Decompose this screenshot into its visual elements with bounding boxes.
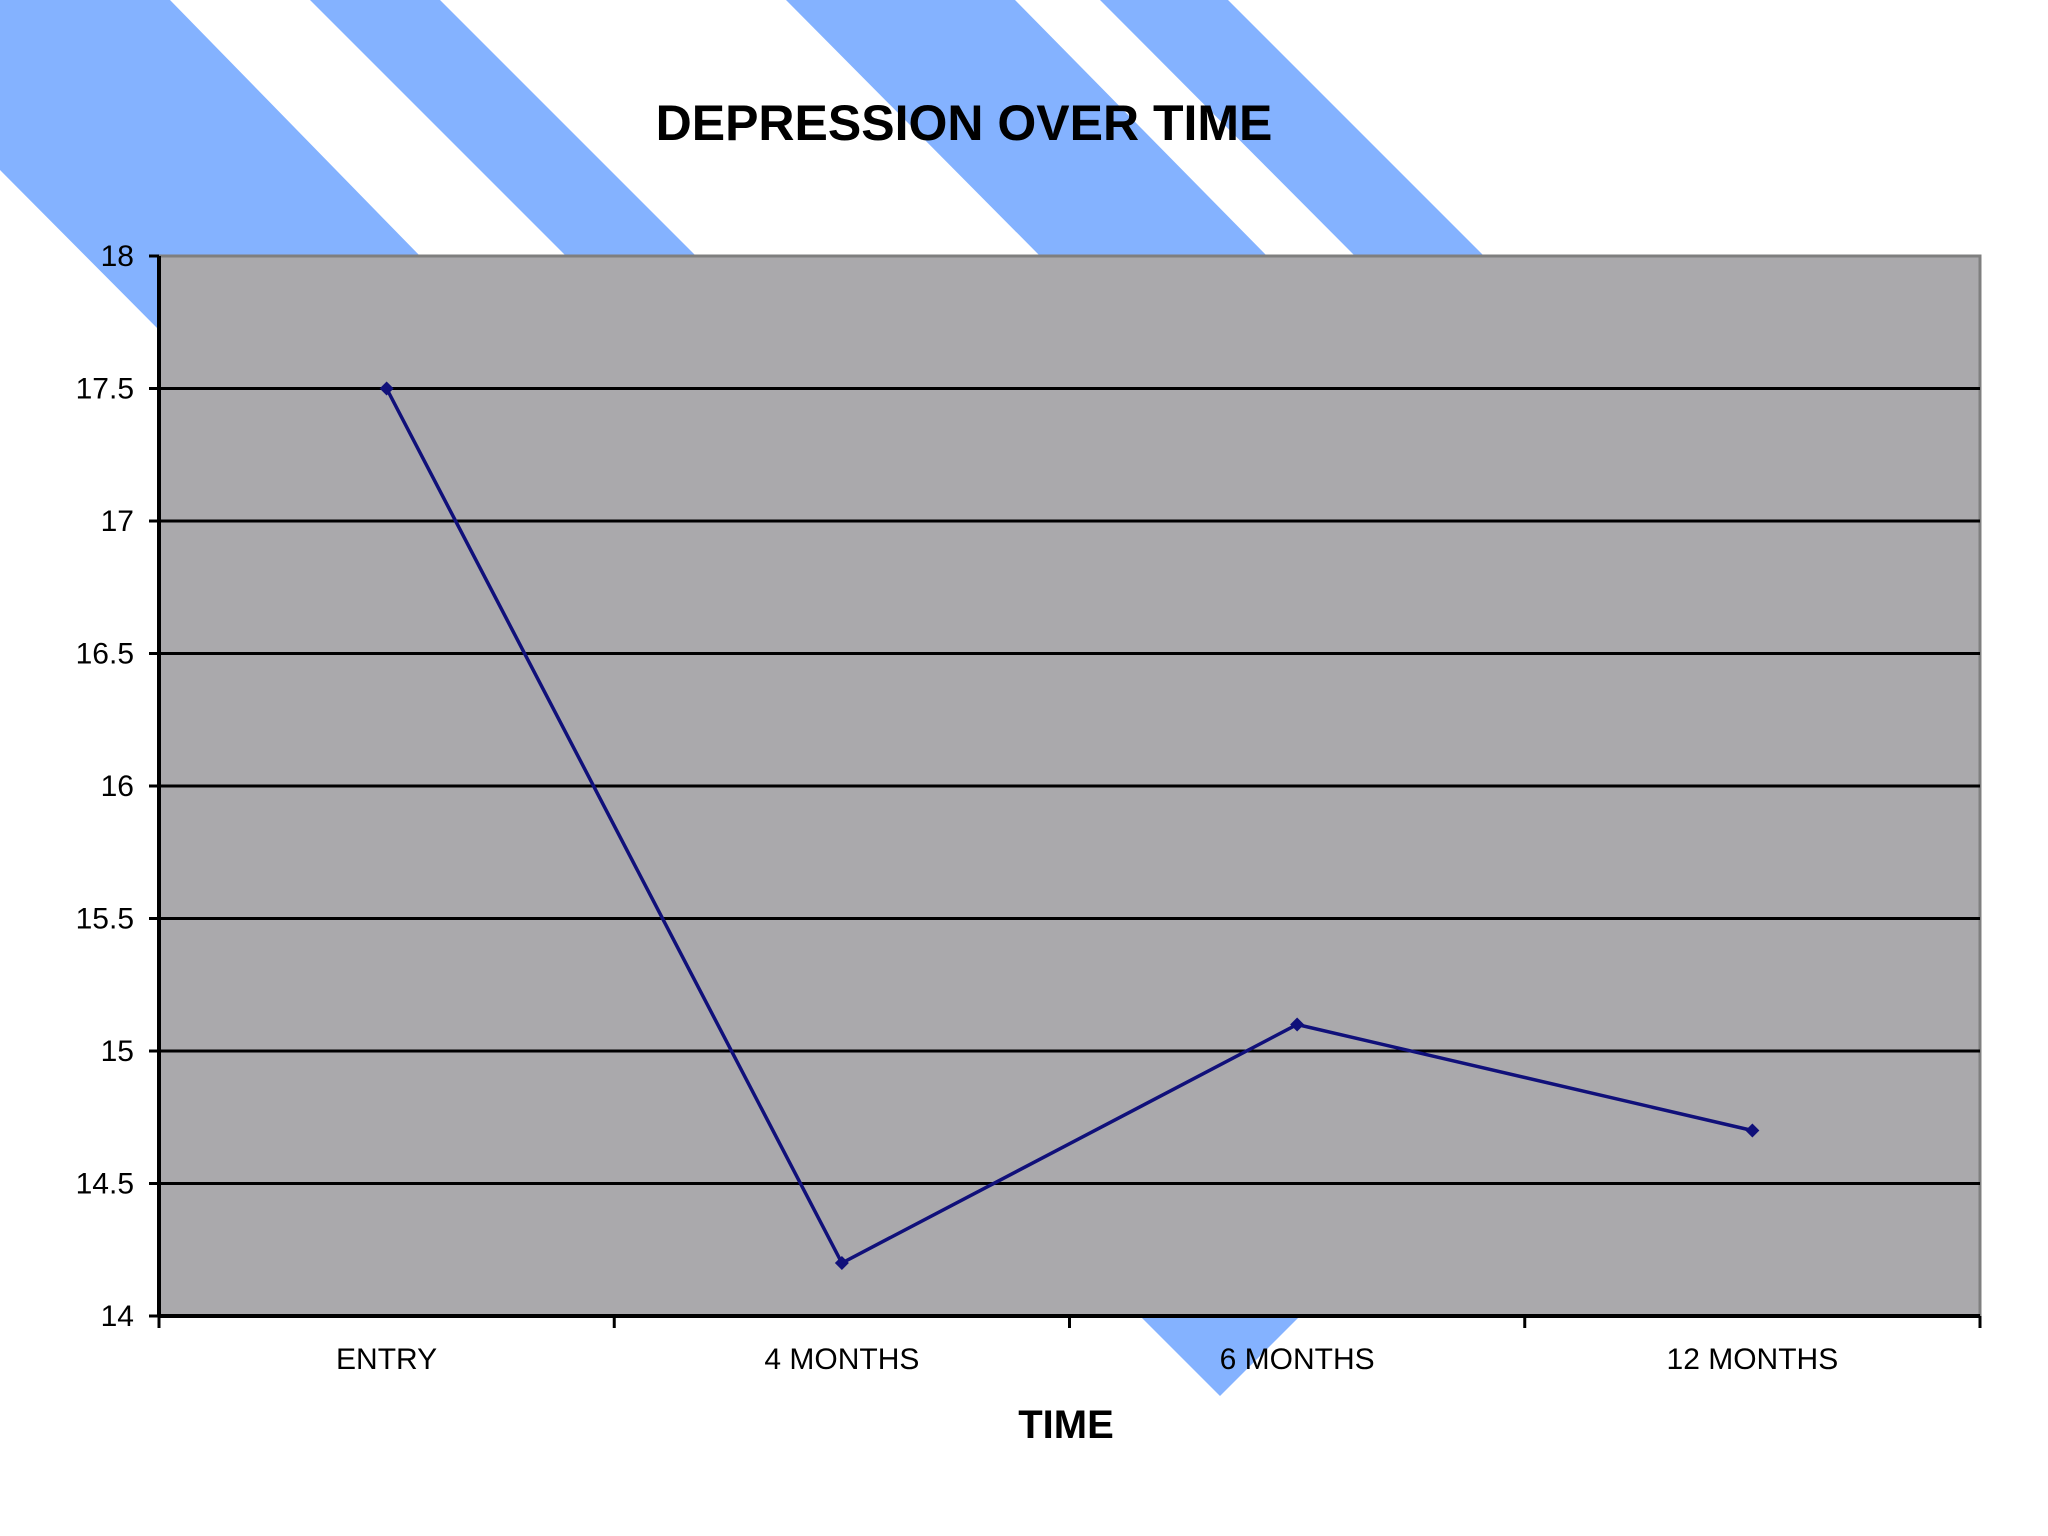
y-tick-labels: 14 14.5 15 15.5 16 16.5 17 17.5 18: [76, 240, 134, 1333]
x-tick-label: 6 MONTHS: [1220, 1343, 1375, 1376]
data-point: [379, 381, 394, 396]
series: [379, 381, 1760, 1270]
y-tick-label: 16: [101, 770, 134, 803]
y-tick-label: 15.5: [76, 903, 134, 936]
y-tick-label: 17.5: [76, 373, 134, 406]
background-stripes: [0, 0, 1484, 1396]
data-point: [1290, 1017, 1305, 1032]
data-point: [1745, 1123, 1760, 1138]
x-tick-label: 12 MONTHS: [1667, 1343, 1839, 1376]
x-tick-label: 4 MONTHS: [764, 1343, 919, 1376]
x-axis-title: TIME: [1018, 1403, 1114, 1447]
y-tick-label: 14.5: [76, 1168, 134, 1201]
y-tick-label: 16.5: [76, 638, 134, 671]
y-tick-label: 15: [101, 1035, 134, 1068]
background-stripe: [1100, 0, 1484, 256]
data-point: [834, 1256, 849, 1270]
y-tick-label: 14: [101, 1300, 134, 1333]
y-tick-label: 18: [101, 240, 134, 273]
x-tick-label: ENTRY: [336, 1343, 437, 1376]
background-stripe: [310, 0, 696, 256]
series-line: [385, 387, 1753, 1266]
background-stripe: [1140, 1316, 1300, 1396]
chart-title: DEPRESSION OVER TIME: [656, 95, 1273, 151]
background-stripe: [0, 0, 420, 330]
x-tick-labels: ENTRY 4 MONTHS 6 MONTHS 12 MONTHS: [336, 1343, 1838, 1376]
gridlines: [159, 387, 1980, 1185]
background-stripe: [786, 0, 1267, 256]
y-tick-label: 17: [101, 505, 134, 538]
axes: [149, 254, 1982, 1328]
